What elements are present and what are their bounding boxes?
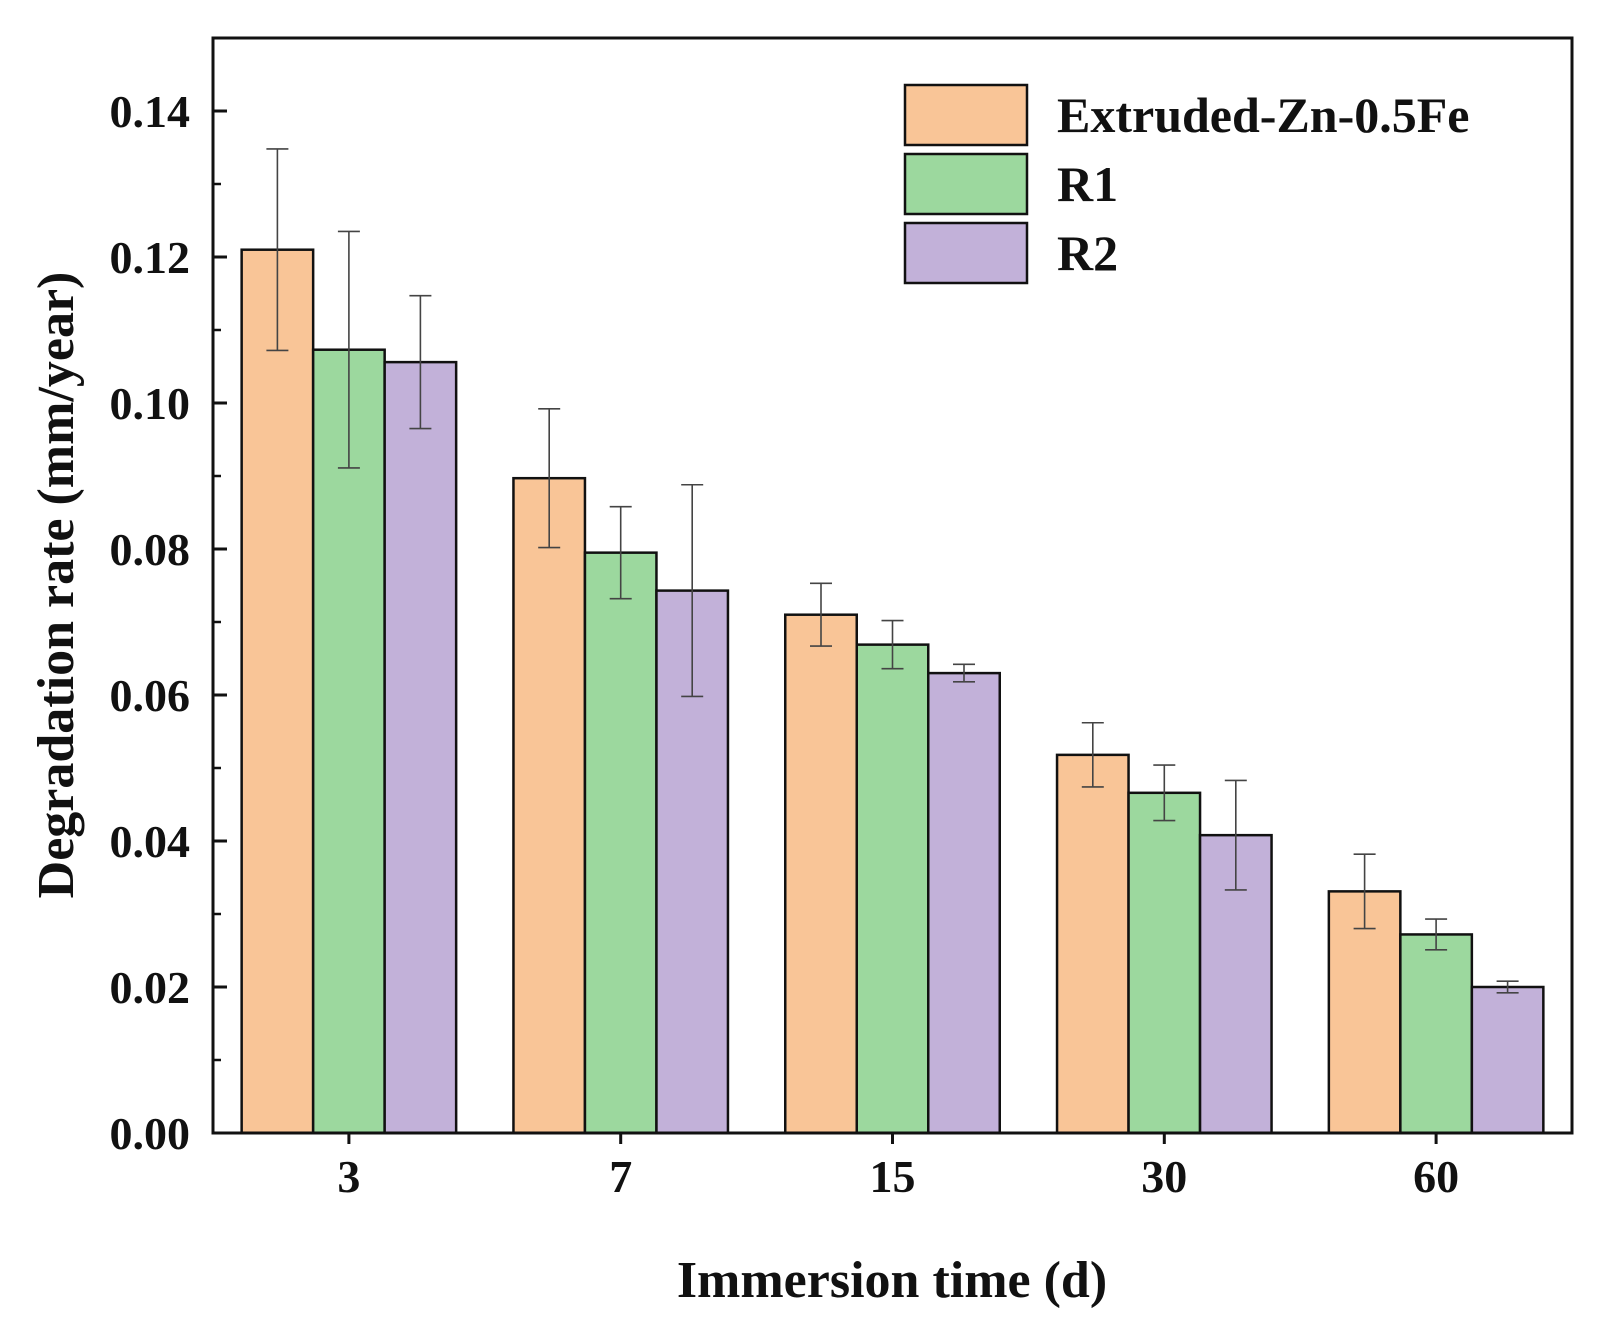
legend-label: Extruded-Zn-0.5Fe [1057,87,1470,143]
y-tick-label: 0.04 [110,816,191,867]
bar-r1-30 [1127,791,1202,1135]
legend-swatch-r2 [903,221,1029,285]
bar-extruded-zn-0-5fe-7 [512,476,587,1135]
bar-r1-3 [311,348,386,1135]
bars-layer [240,248,1545,1135]
x-tick-label: 15 [870,1151,916,1202]
bar-r1-7 [583,551,658,1135]
legend-label: R2 [1057,225,1118,281]
y-tick-label: 0.10 [110,378,191,429]
y-tick-label: 0.06 [110,670,191,721]
legend-swatch-extruded-zn-0-5fe [903,83,1029,147]
bar-r1-60 [1399,933,1474,1135]
x-axis-title: Immersion time (d) [677,1252,1107,1309]
error-bars-layer [266,148,1519,994]
x-tick-label: 30 [1141,1151,1187,1202]
legend: Extruded-Zn-0.5Fe R1 R2 [903,83,1470,285]
y-axis: 0.00 0.02 0.04 0.06 0.08 0.10 0.12 0.14 [110,86,227,1159]
y-tick-label: 0.00 [110,1108,191,1159]
bar-extruded-zn-0-5fe-30 [1055,753,1130,1135]
x-tick-label: 3 [337,1151,360,1202]
y-tick-label: 0.08 [110,524,191,575]
legend-swatch-r1 [903,152,1029,216]
y-tick-label: 0.14 [110,86,191,137]
y-tick-label: 0.02 [110,962,191,1013]
y-axis-title: Degradation rate (mm/year) [28,272,85,899]
bar-r2-15 [927,671,1001,1135]
bar-r2-3 [383,360,458,1135]
x-tick-label: 7 [609,1151,632,1202]
x-axis: 3 7 15 30 60 [337,1133,1459,1202]
bar-r2-60 [1470,985,1545,1135]
legend-label: R1 [1057,156,1118,212]
bar-extruded-zn-0-5fe-15 [784,613,858,1135]
x-tick-label: 60 [1413,1151,1459,1202]
y-tick-label: 0.12 [110,232,191,283]
bar-extruded-zn-0-5fe-3 [240,248,315,1135]
bar-r1-15 [855,643,930,1135]
